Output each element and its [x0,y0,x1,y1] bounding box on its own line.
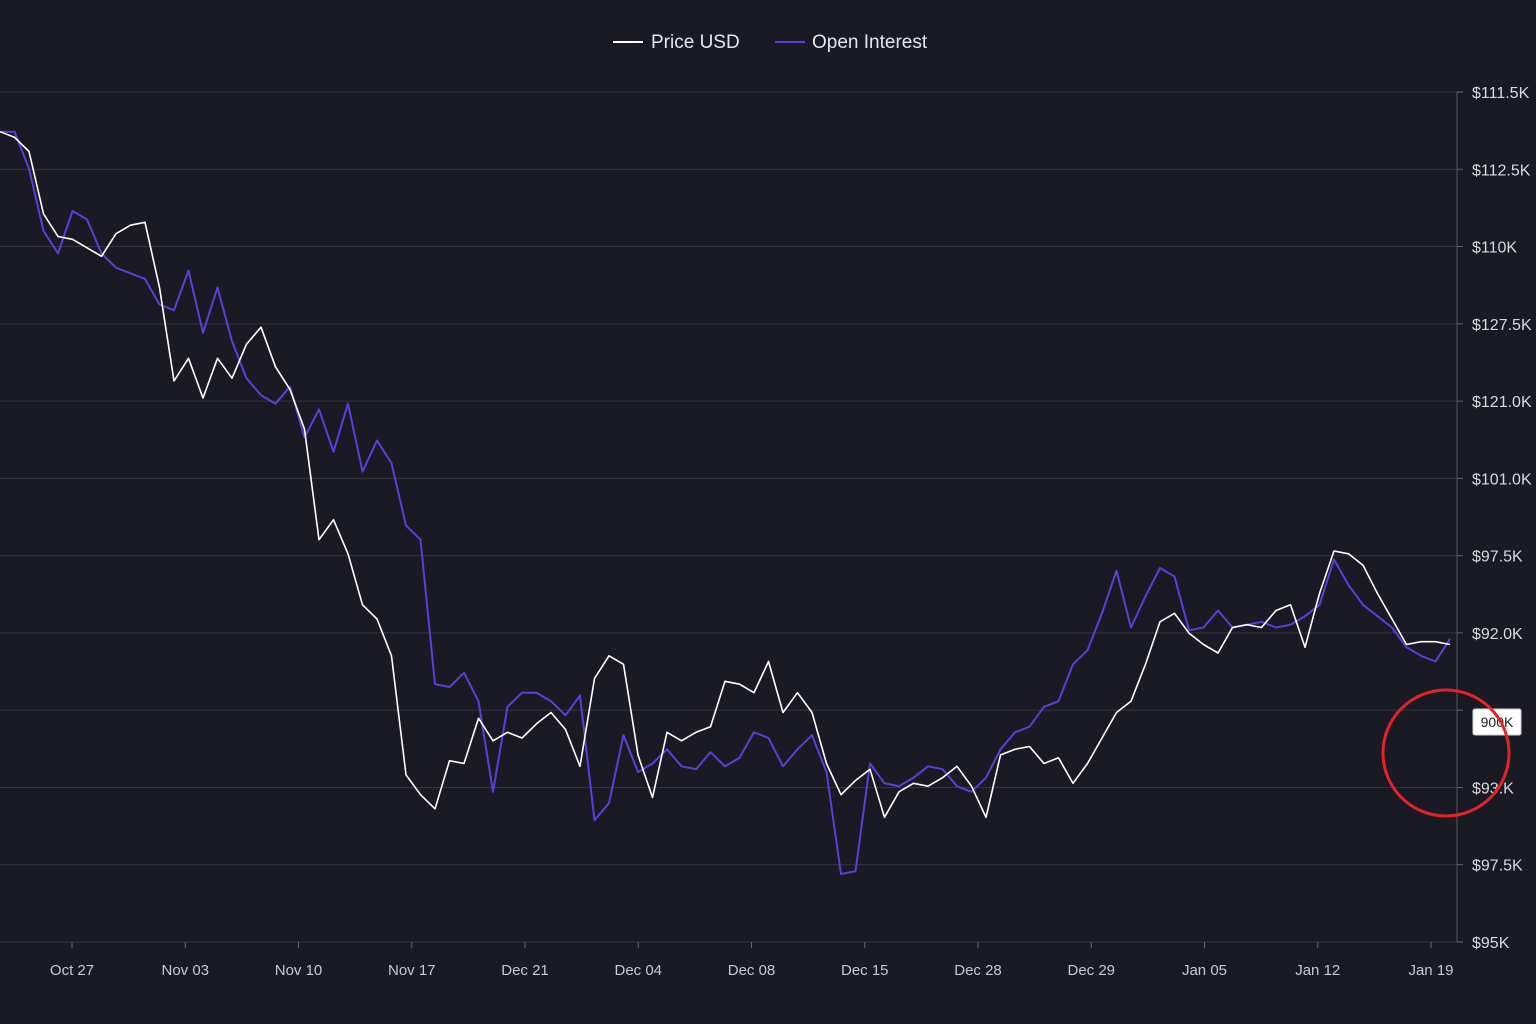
x-tick-label: Dec 29 [1067,962,1115,979]
tooltip-box [1472,708,1522,736]
tooltip-label: 900K [1481,714,1514,730]
tooltip: 900K [1472,708,1522,736]
y-tick-label: $93.K [1472,780,1514,797]
x-tick-label: Jan 12 [1295,962,1340,979]
y-tick-label: $92.0K [1472,626,1523,643]
y-tick-label: $112.5K [1472,162,1531,179]
price-usd-line [0,130,1451,819]
y-tick-label: $97.5K [1472,549,1523,566]
x-tick-label: Dec 08 [728,962,776,979]
x-tick-label: Jan 19 [1408,962,1453,979]
series-group [0,130,1451,875]
legend-oi-label: Open Interest [812,32,928,53]
x-tick-label: Dec 21 [501,962,549,979]
y-tick-label: $110K [1472,240,1517,257]
y-tick-label: $111.5K [1472,85,1530,102]
x-tick-label: Dec 04 [614,962,662,979]
y-axis-ticks: $111.5K $112.5K $110K $127.5K $121.0K $101.0K… [1457,85,1532,952]
y-tick-label: $97.5K [1472,858,1523,875]
open-interest-line [0,130,1451,875]
x-tick-label: Dec 28 [954,962,1002,979]
y-tick-label: $127.5K [1472,317,1532,334]
x-tick-label: Nov 10 [275,962,323,979]
x-tick-label: Nov 17 [388,962,436,979]
x-axis-ticks: Oct 27 Nov 03 Nov 10 Nov 17 Dec 21 Dec 04 Dec … [50,942,1454,979]
highlight-circle [1381,688,1511,818]
legend-price-label: Price USD [651,32,740,53]
y-tick-label: $95K [1472,935,1510,952]
legend: Price USD Open Interest [613,32,928,53]
y-tick-label: $101.0K [1472,471,1532,488]
x-tick-label: Jan 05 [1182,962,1227,979]
y-tick-label: $121.0K [1472,394,1532,411]
x-tick-label: Oct 27 [50,962,94,979]
x-tick-label: Nov 03 [161,962,209,979]
grid [0,91,1458,943]
x-tick-label: Dec 15 [841,962,889,979]
